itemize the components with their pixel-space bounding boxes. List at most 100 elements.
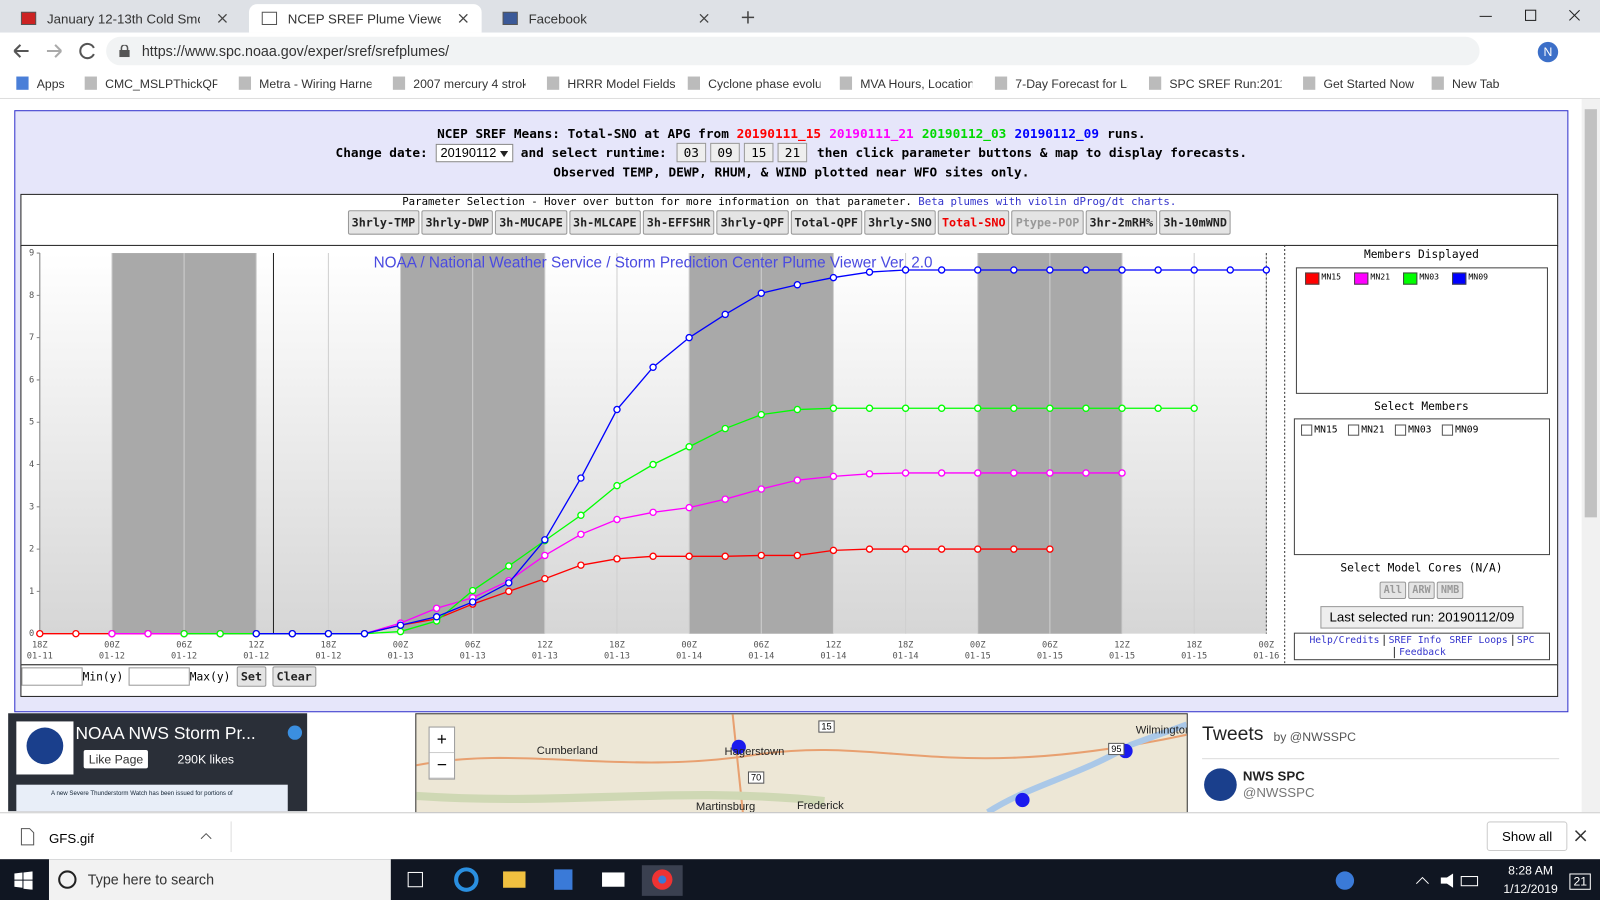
show-all[interactable]: Show all [1486,821,1568,852]
point [108,629,116,638]
x-tick-label: 00Z [104,640,120,650]
by[interactable]: by @NWSSPC [1273,729,1356,744]
bookmark[interactable]: HRRR Model Fields [567,76,676,91]
link[interactable]: SREF Loops [1449,634,1508,646]
clock-time[interactable]: 8:28 AM [1508,863,1554,878]
parameter-button[interactable]: 3hr-2mRH% [1085,210,1158,235]
bookmark[interactable]: SPC SREF Run:20110 [1169,76,1282,91]
point [432,613,441,621]
nav-buttons[interactable] [8,39,100,63]
checkbox[interactable] [1301,424,1313,436]
icon [261,11,278,26]
browser-tab[interactable]: NCEP SREF Plume Viewer [248,4,482,33]
parameter-button[interactable]: 3hrly-TMP [347,210,420,235]
window-controls[interactable] [1469,0,1600,33]
parameter-button[interactable]: 3hrly-QPF [716,210,789,235]
text: then click parameter buttons & map to di… [817,144,1248,161]
link[interactable]: Beta plumes with violin dProg/dt charts. [918,195,1177,209]
x [699,13,709,23]
checkbox[interactable] [1347,424,1360,436]
profile[interactable]: N [1537,41,1559,63]
date-select[interactable]: 20190112 [435,143,514,163]
runtime-button[interactable]: 21 [777,142,808,163]
min-input[interactable] [21,667,83,686]
bookmark-icon [1148,76,1162,90]
clock-date[interactable]: 1/12/2019 [1503,881,1558,896]
omnibox[interactable]: https://www.spc.noaa.gov/exper/sref/sref… [106,36,1480,66]
new-tab[interactable] [740,9,756,25]
link[interactable]: Feedback [1393,646,1450,659]
checkbox[interactable] [1441,424,1454,436]
x-tick-label: 06Z [1042,640,1058,650]
like-button[interactable]: Like Page [83,750,149,769]
point [613,481,621,490]
close[interactable] [1574,830,1587,842]
bookmark[interactable]: Metra - Wiring Harne [259,76,372,91]
clear-button[interactable]: Clear [272,666,316,687]
bookmark[interactable]: MVA Hours, Location [860,76,973,91]
bookmark[interactable]: New Tab [1452,76,1500,91]
core-button[interactable]: All [1379,581,1407,599]
tray-icons[interactable] [1335,869,1539,891]
last-run[interactable]: Last selected run: 20190112/09 [1320,606,1524,629]
checkbox[interactable] [1394,424,1407,436]
link[interactable]: Help/Credits [1309,634,1380,646]
link[interactable]: SREF Info [1383,634,1446,646]
bookmark[interactable]: 7-Day Forecast for La [1015,76,1128,91]
point [180,629,188,638]
point [1046,469,1054,477]
tab-icon [502,11,518,26]
scrollbar[interactable] [1581,98,1600,814]
place-label: Hagerstown [724,745,785,759]
legend-label: MN09 [1468,272,1489,282]
point [1046,545,1054,553]
parameter-button[interactable]: 3h-EFFSHR [642,210,715,235]
page-name[interactable]: NOAA NWS Storm Pr... [75,723,256,743]
avatar [1204,768,1237,802]
tab-close[interactable] [699,13,709,23]
parameter-button[interactable]: Total-QPF [790,210,863,235]
parameter-button[interactable]: 3hrly-DWP [421,210,494,235]
tab-close[interactable] [458,13,468,23]
icon [20,11,37,26]
parameter-button[interactable]: Total-SNO [937,210,1010,235]
parameter-button[interactable]: 3h-10mWND [1159,210,1231,235]
point [1262,266,1271,274]
parameter-button[interactable]: 3h-MLCAPE [568,210,641,235]
bookmark[interactable]: Cyclone phase evolut [708,76,821,91]
runtime-button[interactable]: 03 [676,142,707,163]
runtime-button[interactable]: 09 [710,142,740,163]
set-button[interactable]: Set [236,666,267,687]
chevron[interactable] [200,832,212,840]
link[interactable]: SPC [1511,634,1539,646]
max-input[interactable] [128,667,190,686]
bookmark[interactable]: Apps [36,76,65,91]
legend-swatch [1305,272,1320,285]
browser-tab[interactable]: Facebook [490,4,723,33]
zoom-button[interactable]: − [429,753,455,779]
bookmark[interactable]: Get Started Now [1323,76,1415,91]
pinned-apps[interactable] [403,865,689,896]
handle[interactable]: @NWSSPC [1242,784,1315,801]
notification-badge[interactable]: 21 [1569,873,1592,890]
download-file[interactable]: GFS.gif [48,830,94,846]
search-box[interactable]: Type here to search [48,859,391,900]
point [721,495,729,503]
core-button[interactable]: ARW [1408,581,1435,599]
tab-close[interactable] [217,13,228,23]
parameter-button[interactable]: 3hrly-SNO [864,210,936,235]
browser-tab[interactable]: January 12-13th Cold Smoke Ob [8,4,241,33]
bookmark[interactable]: CMC_MSLPThickQPF [105,76,218,91]
parameter-button[interactable]: Ptype-POP [1011,210,1084,235]
point [829,546,838,555]
run: 20190111_21 [829,125,914,141]
start[interactable] [14,871,33,890]
map[interactable]: + − Cumberland Hagerstown Martinsburg Freder… [415,713,1188,814]
name[interactable]: NWS SPC [1242,768,1305,784]
member-label: MN09 [1455,424,1479,436]
zoom-button[interactable]: + [429,728,455,754]
runtime-button[interactable]: 15 [743,142,774,163]
bookmark[interactable]: 2007 mercury 4 strok [413,76,526,91]
core-button[interactable]: NMB [1436,581,1464,599]
parameter-button[interactable]: 3h-MUCAPE [495,210,567,235]
